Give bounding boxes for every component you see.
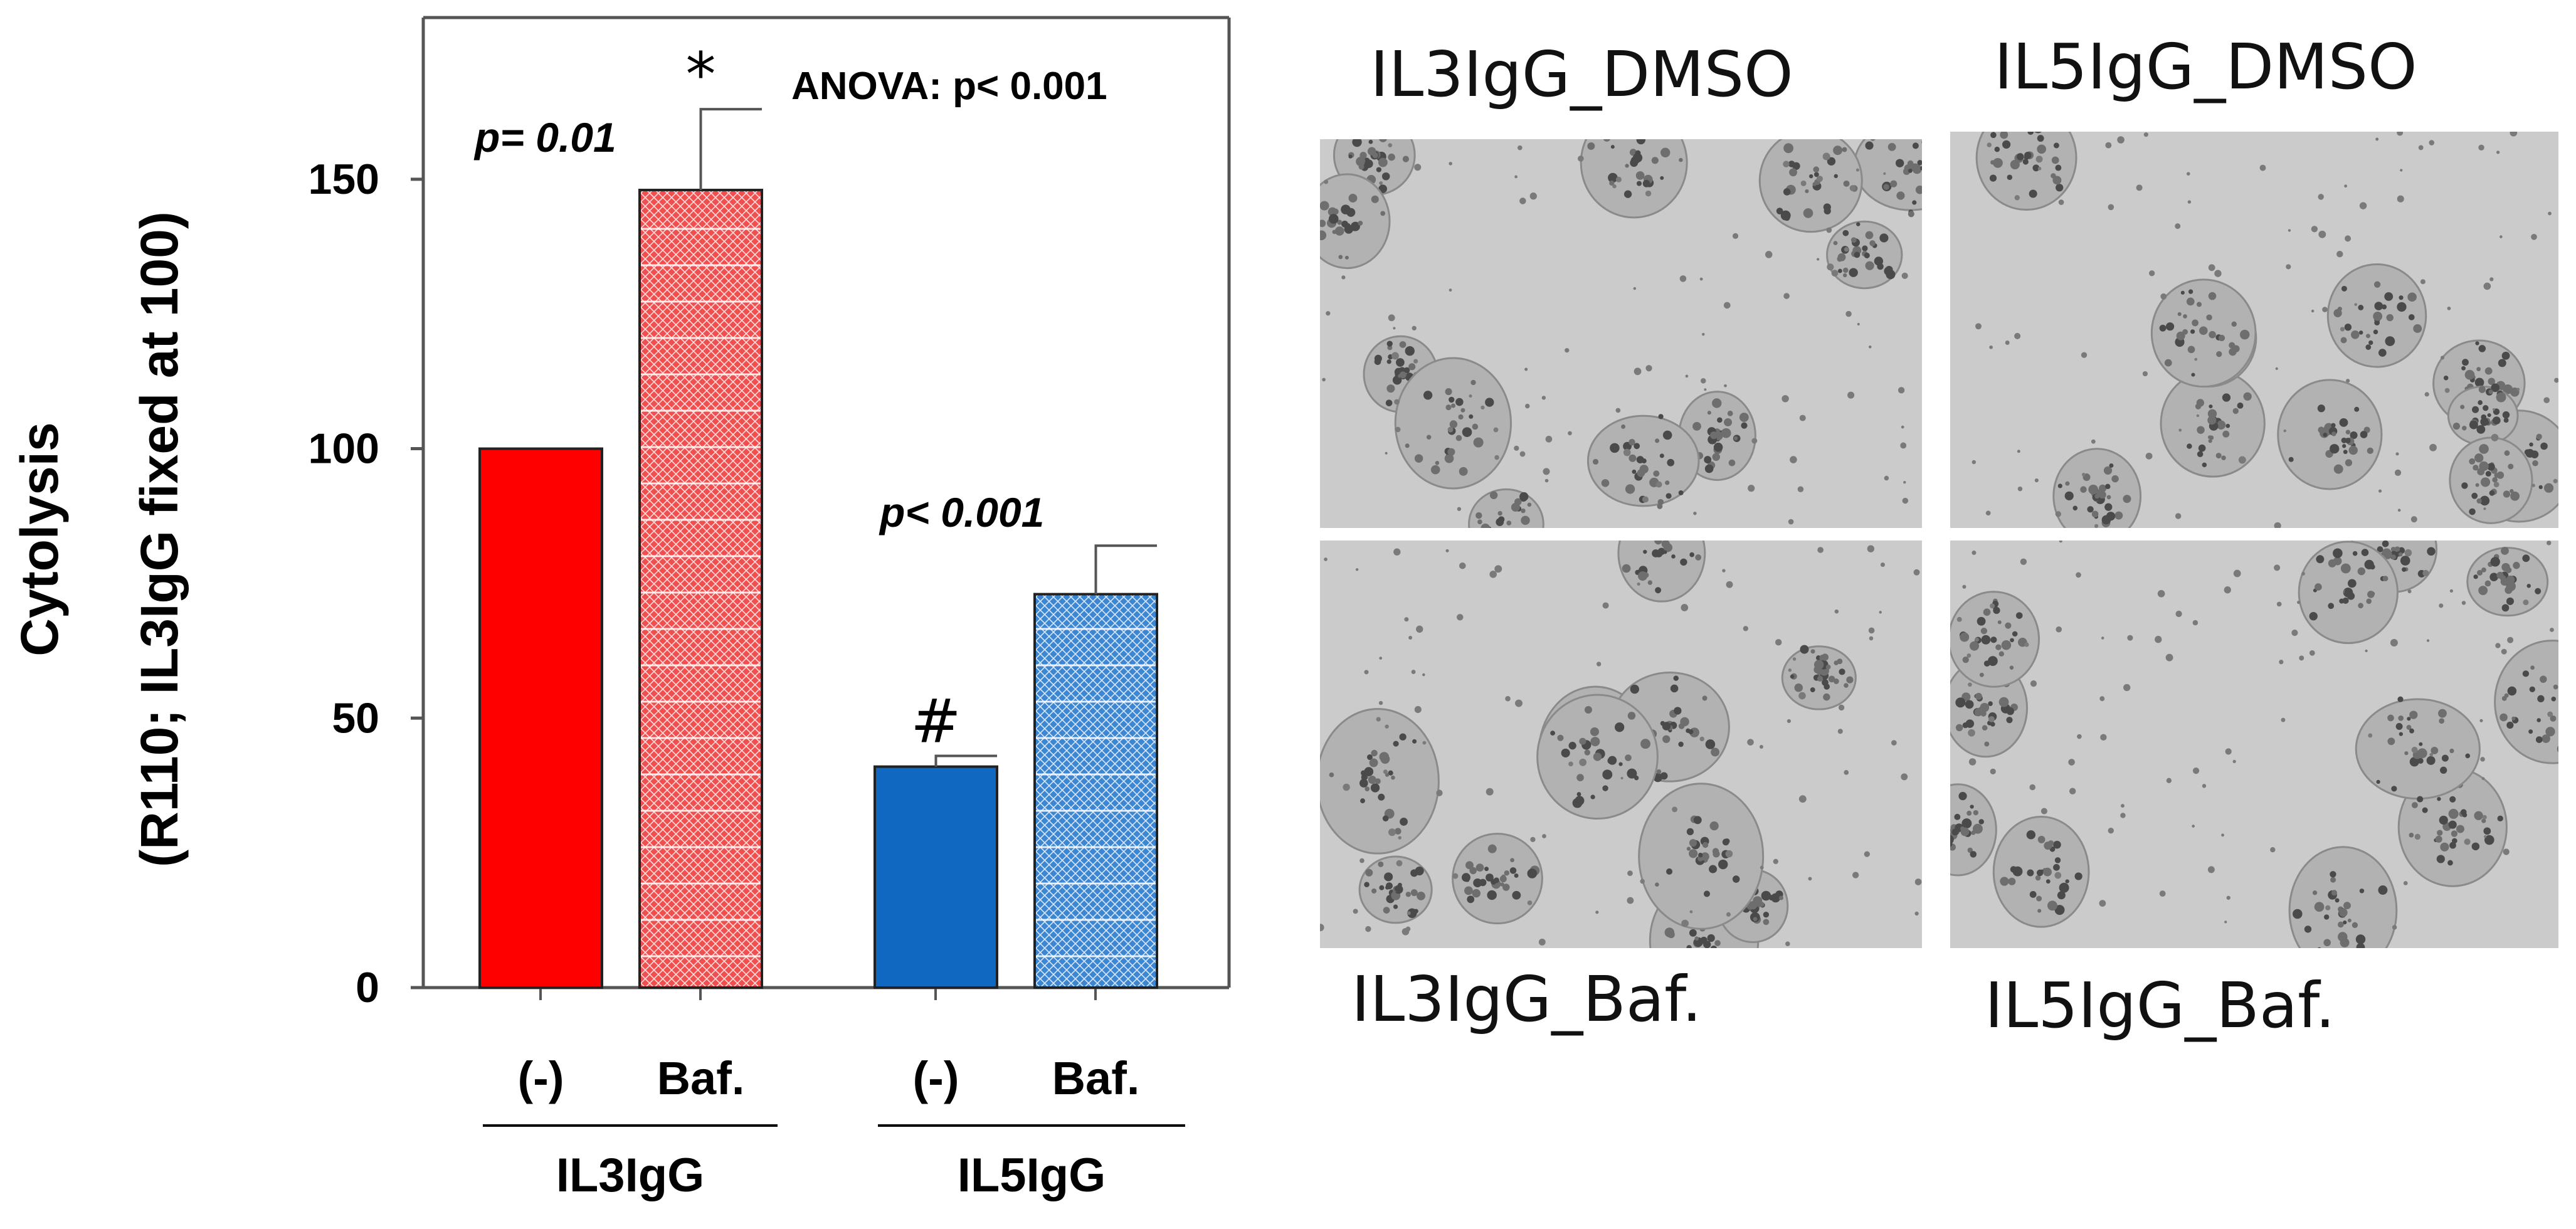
y-tick-label: 50 bbox=[332, 694, 379, 742]
micrograph-texture bbox=[1320, 541, 1922, 948]
micrograph-label-il5-baf: IL5IgG_Baf. bbox=[1985, 969, 2335, 1042]
y-tick-label: 100 bbox=[309, 425, 379, 473]
micrograph-il3-dmso bbox=[1320, 139, 1922, 528]
micrograph-il5-dmso bbox=[1950, 132, 2558, 528]
group-label: IL3IgG bbox=[556, 1149, 704, 1202]
y-axis-label-line1: Cytolysis bbox=[10, 422, 69, 657]
significance-mark: # bbox=[911, 686, 961, 756]
x-category-label: Baf. bbox=[657, 1052, 745, 1104]
bar-chart: Cytolysis (R110; IL3IgG fixed at 100) 0 5… bbox=[10, 16, 1231, 1202]
x-category-label: (-) bbox=[518, 1052, 564, 1104]
il3-p-value: p= 0.01 bbox=[473, 114, 616, 161]
micrograph-il3-baf bbox=[1320, 541, 1922, 948]
micrograph-label-il3-baf: IL3IgG_Baf. bbox=[1351, 963, 1702, 1036]
micrograph-texture bbox=[1950, 132, 2558, 528]
anova-annotation: ANOVA: p< 0.001 bbox=[791, 65, 1107, 108]
bar-4 bbox=[1033, 593, 1158, 989]
micrograph-label-il5-dmso: IL5IgG_DMSO bbox=[1994, 30, 2417, 103]
y-tick-label: 0 bbox=[356, 964, 379, 1011]
il5-p-value: p< 0.001 bbox=[879, 489, 1044, 535]
significance-mark: * bbox=[686, 40, 716, 110]
y-tick-label: 150 bbox=[309, 156, 379, 203]
x-category-label: (-) bbox=[913, 1052, 959, 1104]
group-label: IL5IgG bbox=[958, 1149, 1106, 1202]
bar-1 bbox=[478, 447, 603, 989]
micrograph-texture bbox=[1320, 139, 1922, 528]
micrograph-il5-baf bbox=[1950, 541, 2558, 948]
micrograph-label-il3-dmso: IL3IgG_DMSO bbox=[1370, 38, 1793, 111]
y-axis-label-line2: (R110; IL3IgG fixed at 100) bbox=[130, 211, 189, 867]
micrograph-texture bbox=[1950, 541, 2558, 948]
bar-3 bbox=[874, 765, 998, 989]
bar-2 bbox=[638, 189, 763, 989]
x-category-label: Baf. bbox=[1052, 1052, 1140, 1104]
